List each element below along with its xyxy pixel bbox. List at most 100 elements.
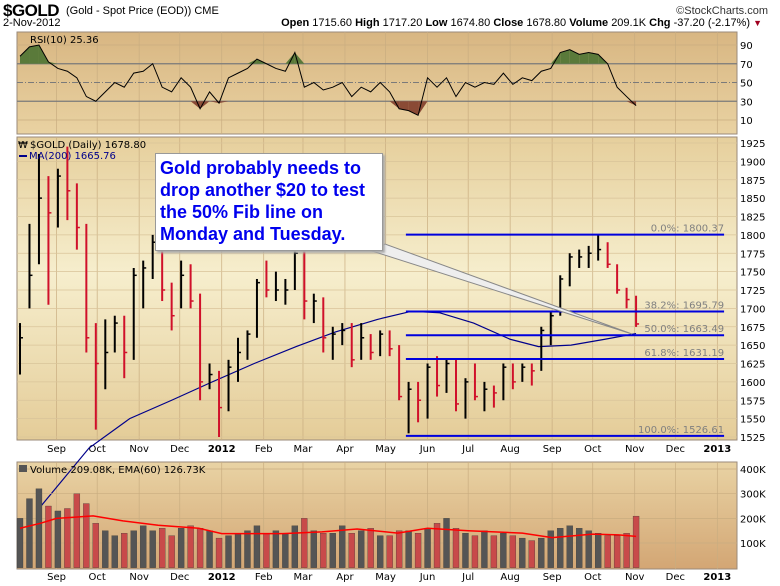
volume-ema-line: [19, 515, 637, 539]
price-tick-label: 1825: [740, 213, 765, 224]
symbol-description: (Gold - Spot Price (EOD)) CME: [66, 5, 219, 17]
x-tick-label: Oct: [89, 572, 106, 583]
volume-bar: [623, 533, 630, 568]
volume-bar: [595, 533, 602, 568]
price-tick-label: 1850: [740, 194, 765, 205]
x-tick-label: Mar: [294, 444, 314, 455]
x-tick-label: Jul: [461, 444, 474, 455]
volume-bar: [253, 525, 261, 568]
rsi-overbought-fill: [579, 52, 589, 64]
rsi-overbought-fill: [29, 45, 39, 64]
x-tick-label: Nov: [129, 444, 149, 455]
volume-bar: [291, 525, 299, 568]
volume-tick-label: 200K: [740, 514, 766, 525]
price-legend: $GOLD (Daily) 1678.80: [30, 140, 146, 151]
volume-bar: [320, 533, 327, 568]
volume-bar: [206, 530, 213, 568]
x-tick-label: 2012: [208, 572, 236, 583]
volume-value: 209.1K: [611, 17, 647, 29]
volume-bar: [538, 537, 545, 568]
volume-bar: [462, 533, 469, 568]
volume-bar: [301, 518, 308, 568]
volume-bar: [196, 528, 204, 568]
x-tick-label: Feb: [255, 572, 273, 583]
volume-bar: [604, 535, 611, 568]
quote-summary: Open 1715.60 High 1717.20 Low 1674.80 Cl…: [281, 17, 762, 29]
volume-bar: [16, 518, 24, 568]
volume-bar: [405, 530, 412, 568]
volume-bar: [339, 525, 346, 568]
volume-bar: [35, 488, 43, 568]
volume-bar: [377, 535, 384, 568]
volume-bar: [367, 528, 374, 568]
volume-bar: [45, 505, 52, 568]
fib-label: 61.8%: 1631.19: [644, 348, 724, 359]
volume-tick-label: 300K: [740, 490, 766, 501]
volume-bar: [102, 530, 109, 568]
price-tick-label: 1925: [740, 139, 765, 150]
x-tick-label: Dec: [170, 572, 189, 583]
volume-bar: [414, 533, 422, 568]
volume-bar: [433, 523, 441, 568]
rsi-tick-label: 10: [740, 116, 753, 127]
volume-bar: [566, 525, 573, 568]
open-label: Open: [281, 17, 310, 29]
rsi-overbought-fill: [20, 46, 30, 64]
volume-legend-icon: [19, 465, 27, 472]
x-tick-label: Oct: [584, 572, 601, 583]
volume-bar: [159, 528, 166, 568]
x-tick-label: Jul: [461, 572, 474, 583]
x-tick-label: Jun: [419, 572, 436, 583]
rsi-oversold-fill: [209, 101, 220, 104]
volume-bar: [272, 530, 280, 568]
rsi-legend: RSI(10) 25.36: [30, 35, 99, 46]
volume-bar: [528, 540, 535, 568]
ma-legend: MA(200) 1665.76: [29, 151, 116, 162]
volume-bar: [149, 530, 156, 568]
volume-bar: [632, 515, 640, 568]
x-tick-label: Nov: [625, 572, 645, 583]
volume-label: Volume: [569, 17, 609, 29]
chg-label: Chg: [649, 17, 671, 29]
x-tick-label: 2013: [703, 444, 731, 455]
quote-date: 2-Nov-2012: [3, 17, 61, 29]
price-tick-label: 1525: [740, 433, 765, 444]
x-tick-label: Apr: [336, 444, 354, 455]
volume-bar: [509, 535, 517, 568]
volume-bar: [500, 533, 507, 568]
fib-label: 100.0%: 1526.61: [638, 425, 724, 436]
volume-bar: [83, 503, 90, 568]
close-label: Close: [493, 17, 524, 29]
volume-bar: [557, 528, 564, 568]
volume-bar: [225, 535, 232, 568]
volume-bar: [121, 533, 128, 568]
low-value: 1674.80: [450, 17, 491, 29]
rsi-tick-label: 90: [740, 41, 753, 52]
x-tick-label: Sep: [47, 444, 66, 455]
price-tick-label: 1800: [740, 231, 765, 242]
volume-bar: [187, 525, 194, 568]
x-tick-label: Sep: [543, 444, 562, 455]
low-label: Low: [425, 17, 448, 29]
volume-bar: [452, 528, 460, 568]
volume-bar: [234, 533, 242, 568]
x-tick-label: 2012: [208, 444, 236, 455]
x-tick-label: Sep: [47, 572, 66, 583]
high-label: High: [355, 17, 380, 29]
volume-tick-label: 400K: [740, 465, 766, 476]
x-tick-label: Sep: [543, 572, 562, 583]
fib-label: 50.0%: 1663.49: [644, 324, 724, 335]
price-tick-label: 1900: [740, 157, 765, 168]
x-tick-label: May: [375, 572, 396, 583]
copyright: ©StockCharts.com: [676, 5, 768, 17]
price-tick-label: 1675: [740, 323, 765, 334]
rsi-tick-label: 70: [740, 60, 753, 71]
rsi-oversold-fill: [399, 101, 409, 111]
open-value: 1715.60: [312, 17, 353, 29]
volume-bar: [130, 530, 137, 568]
symbol-title: $GOLD: [3, 1, 60, 20]
rsi-overbought-fill: [285, 52, 295, 64]
ma200-line: [39, 310, 637, 508]
x-tick-label: Nov: [129, 572, 149, 583]
x-tick-label: Oct: [89, 444, 106, 455]
